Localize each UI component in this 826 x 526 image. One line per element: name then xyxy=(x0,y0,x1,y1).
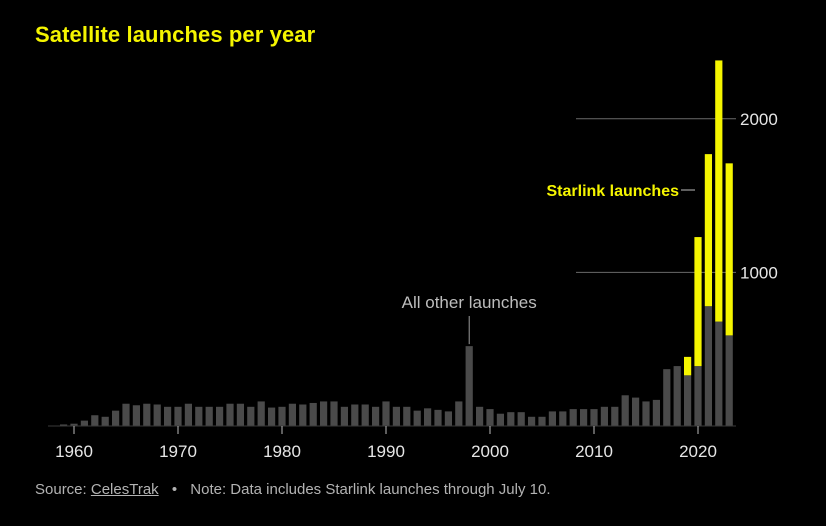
bar-other-1964 xyxy=(112,410,120,426)
bar-other-1998 xyxy=(465,346,473,426)
chart-title: Satellite launches per year xyxy=(35,22,316,47)
bar-other-1987 xyxy=(351,404,359,426)
bar-other-1961 xyxy=(80,420,88,426)
bar-other-2000 xyxy=(486,409,494,426)
bar-other-1982 xyxy=(299,404,307,426)
bar-other-2020 xyxy=(694,366,702,426)
bar-other-1971 xyxy=(184,403,192,426)
x-tick-label-1980: 1980 xyxy=(263,442,301,461)
bar-other-1977 xyxy=(247,406,255,426)
y-tick-label-2000: 2000 xyxy=(740,110,778,129)
bar-other-1974 xyxy=(216,406,224,426)
bar-other-2001 xyxy=(496,413,504,426)
bar-other-1975 xyxy=(226,403,234,426)
bar-other-1992 xyxy=(403,406,411,426)
source-line: Source: CelesTrak • Note: Data includes … xyxy=(35,481,551,498)
bar-other-2019 xyxy=(684,375,692,426)
bar-other-1968 xyxy=(153,404,161,426)
bar-starlink-2019 xyxy=(684,356,692,376)
x-tick-label-2010: 2010 xyxy=(575,442,613,461)
bar-starlink-2023 xyxy=(725,163,733,336)
bar-other-1976 xyxy=(236,403,244,426)
bar-other-1988 xyxy=(361,404,369,426)
bar-other-1966 xyxy=(132,405,140,426)
source-link[interactable]: CelesTrak xyxy=(90,481,159,498)
bar-other-2016 xyxy=(652,399,660,426)
bar-other-2005 xyxy=(538,416,546,426)
bar-other-2011 xyxy=(600,406,608,426)
bar-other-2002 xyxy=(507,412,515,426)
bar-other-2017 xyxy=(663,369,671,426)
bar-other-2022 xyxy=(715,321,723,426)
bar-other-1960 xyxy=(70,423,78,426)
bar-other-1967 xyxy=(143,403,151,426)
bar-other-1985 xyxy=(330,401,338,426)
bar-other-2021 xyxy=(704,306,712,426)
bar-other-1983 xyxy=(309,402,317,426)
bar-other-2023 xyxy=(725,335,733,426)
bar-other-2006 xyxy=(548,411,556,426)
x-tick-label-1990: 1990 xyxy=(367,442,405,461)
bar-other-1994 xyxy=(424,408,432,426)
bar-other-1979 xyxy=(268,407,276,426)
bar-other-2010 xyxy=(590,409,598,426)
bar-other-1970 xyxy=(174,406,182,426)
bar-other-1959 xyxy=(60,424,68,426)
bar-other-2009 xyxy=(580,409,588,426)
bar-other-1978 xyxy=(257,401,265,426)
bar-other-2012 xyxy=(611,406,619,426)
bar-other-1962 xyxy=(91,415,99,426)
bar-other-1999 xyxy=(476,406,484,426)
bar-starlink-2020 xyxy=(694,237,702,367)
bar-other-1965 xyxy=(122,403,130,426)
x-tick-label-1960: 1960 xyxy=(55,442,93,461)
y-tick-label-1000: 1000 xyxy=(740,263,778,282)
bar-other-1989 xyxy=(372,406,380,426)
bar-other-1997 xyxy=(455,401,463,426)
bar-other-1995 xyxy=(434,409,442,426)
bar-starlink-2021 xyxy=(704,154,712,307)
bar-other-1986 xyxy=(340,406,348,426)
bar-other-1984 xyxy=(320,401,328,426)
annotation-starlink-label: Starlink launches xyxy=(547,183,680,200)
bar-other-1991 xyxy=(392,406,400,426)
bar-other-2015 xyxy=(642,401,650,426)
bar-other-2004 xyxy=(528,416,536,426)
bar-other-2007 xyxy=(559,411,567,426)
bar-starlink-2022 xyxy=(715,60,723,322)
bar-other-1996 xyxy=(444,411,452,426)
bar-other-2008 xyxy=(569,409,577,426)
bar-other-1981 xyxy=(288,403,296,426)
bar-other-2014 xyxy=(632,397,640,426)
source-note: Note: Data includes Starlink launches th… xyxy=(190,481,551,498)
source-separator: • xyxy=(171,481,178,498)
source-label: Source: xyxy=(35,481,87,498)
x-tick-label-2020: 2020 xyxy=(679,442,717,461)
x-tick-label-2000: 2000 xyxy=(471,442,509,461)
bar-other-2018 xyxy=(673,366,681,426)
annotation-other-label: All other launches xyxy=(402,293,537,312)
bar-other-1969 xyxy=(164,406,172,426)
bar-other-1990 xyxy=(382,401,390,426)
bar-other-2013 xyxy=(621,395,629,426)
bar-other-1993 xyxy=(413,410,421,426)
x-tick-label-1970: 1970 xyxy=(159,442,197,461)
bar-other-1980 xyxy=(278,406,286,426)
bar-other-1963 xyxy=(101,416,109,426)
bar-other-1972 xyxy=(195,406,203,426)
bar-other-2003 xyxy=(517,412,525,426)
bar-other-1973 xyxy=(205,406,213,426)
